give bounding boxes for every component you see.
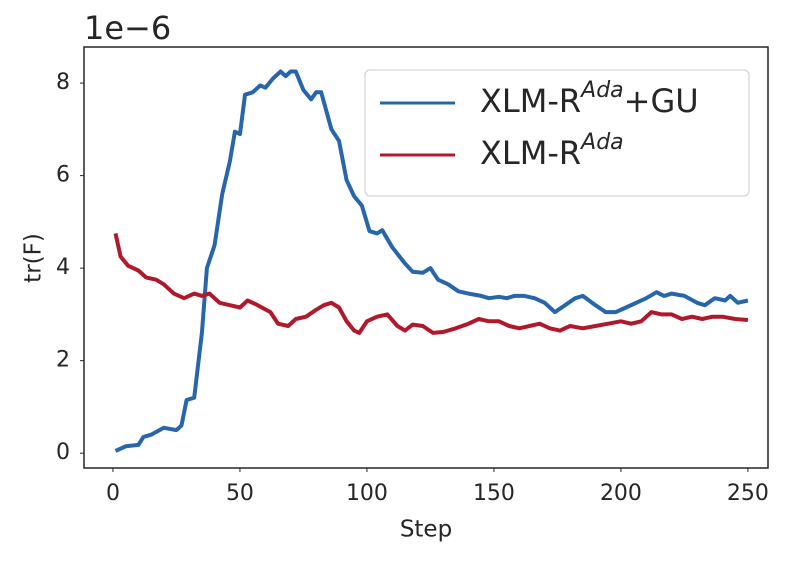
- legend-label-part: XLM-R: [480, 134, 581, 172]
- y-tick-label: 2: [56, 348, 70, 373]
- legend-label-part: Ada: [579, 78, 624, 103]
- y-tick-label: 6: [56, 163, 70, 188]
- y-offset-label: 1e−6: [84, 9, 171, 47]
- x-tick-label: 100: [346, 481, 388, 506]
- line-series: [114, 69, 749, 453]
- legend-label-part: XLM-R: [480, 82, 581, 120]
- legend-label: XLM-RAda+GU: [480, 78, 699, 120]
- x-tick-label: 50: [226, 481, 254, 506]
- legend-label-part: +GU: [624, 82, 699, 120]
- x-tick-label: 0: [106, 481, 120, 506]
- y-axis-label: tr(F): [21, 233, 47, 283]
- x-tick-label: 200: [600, 481, 642, 506]
- legend-label: XLM-RAda: [480, 130, 624, 172]
- line-series: [113, 232, 749, 335]
- x-tick-label: 250: [727, 481, 769, 506]
- y-tick-label: 8: [56, 70, 70, 95]
- plot-frame: [83, 46, 769, 469]
- legend-box: [364, 69, 750, 197]
- legend-label-part: Ada: [579, 130, 624, 155]
- x-axis-label: Step: [400, 517, 452, 543]
- x-tick-label: 150: [473, 481, 515, 506]
- y-tick-label: 4: [56, 255, 70, 280]
- y-tick-label: 0: [56, 440, 70, 465]
